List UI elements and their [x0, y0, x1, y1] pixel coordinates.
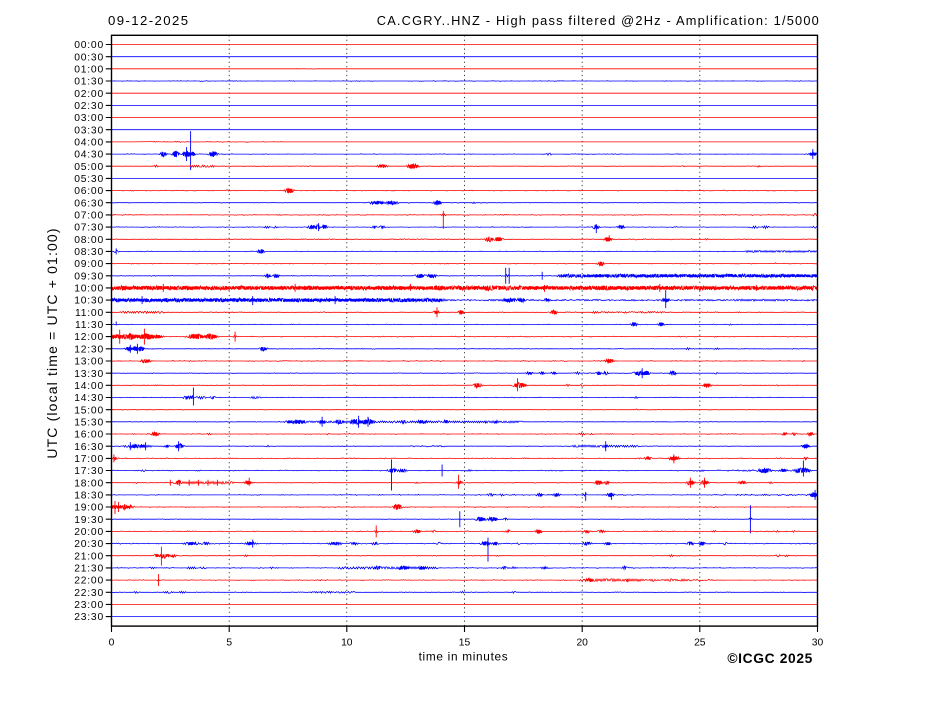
- svg-text:04:30: 04:30: [74, 150, 104, 161]
- svg-text:13:00: 13:00: [74, 357, 104, 368]
- svg-text:©ICGC 2025: ©ICGC 2025: [727, 651, 813, 666]
- svg-text:01:30: 01:30: [74, 77, 104, 88]
- svg-text:01:00: 01:00: [74, 64, 104, 75]
- svg-text:15:30: 15:30: [74, 417, 104, 428]
- svg-text:20:00: 20:00: [74, 527, 104, 538]
- svg-text:10: 10: [341, 638, 353, 649]
- svg-text:05:00: 05:00: [74, 162, 104, 173]
- svg-text:03:30: 03:30: [74, 125, 104, 136]
- svg-text:5: 5: [226, 638, 232, 649]
- svg-text:02:00: 02:00: [74, 89, 104, 100]
- svg-text:10:00: 10:00: [74, 284, 104, 295]
- svg-text:17:30: 17:30: [74, 466, 104, 477]
- svg-text:CA.CGRY..HNZ - High pass filte: CA.CGRY..HNZ - High pass filtered @2Hz -…: [377, 13, 820, 28]
- svg-text:12:00: 12:00: [74, 332, 104, 343]
- svg-text:12:30: 12:30: [74, 344, 104, 355]
- svg-text:17:00: 17:00: [74, 454, 104, 465]
- svg-text:14:30: 14:30: [74, 393, 104, 404]
- svg-text:22:30: 22:30: [74, 588, 104, 599]
- svg-text:22:00: 22:00: [74, 576, 104, 587]
- svg-text:21:00: 21:00: [74, 551, 104, 562]
- svg-text:11:30: 11:30: [75, 320, 104, 331]
- svg-text:19:00: 19:00: [74, 503, 104, 514]
- svg-text:16:00: 16:00: [74, 430, 104, 441]
- svg-text:05:30: 05:30: [74, 174, 104, 185]
- svg-text:08:00: 08:00: [74, 235, 104, 246]
- svg-text:15: 15: [459, 638, 471, 649]
- svg-text:18:30: 18:30: [74, 491, 104, 502]
- svg-text:23:30: 23:30: [74, 612, 104, 623]
- svg-text:03:00: 03:00: [74, 113, 104, 124]
- svg-text:18:00: 18:00: [74, 478, 104, 489]
- svg-text:23:00: 23:00: [74, 600, 104, 611]
- svg-text:00:00: 00:00: [74, 40, 104, 51]
- svg-text:09-12-2025: 09-12-2025: [108, 13, 189, 28]
- svg-text:0: 0: [109, 638, 115, 649]
- svg-text:11:00: 11:00: [75, 308, 104, 319]
- svg-text:00:30: 00:30: [74, 52, 104, 63]
- svg-text:25: 25: [694, 638, 706, 649]
- svg-text:13:30: 13:30: [74, 369, 104, 380]
- svg-text:time in minutes: time in minutes: [419, 650, 509, 664]
- svg-text:30: 30: [812, 638, 824, 649]
- svg-text:15:00: 15:00: [74, 405, 104, 416]
- svg-text:21:30: 21:30: [74, 564, 104, 575]
- svg-text:08:30: 08:30: [74, 247, 104, 258]
- svg-text:09:00: 09:00: [74, 259, 104, 270]
- svg-text:19:30: 19:30: [74, 515, 104, 526]
- svg-text:14:00: 14:00: [74, 381, 104, 392]
- svg-text:20:30: 20:30: [74, 539, 104, 550]
- svg-text:16:30: 16:30: [74, 442, 104, 453]
- svg-text:02:30: 02:30: [74, 101, 104, 112]
- svg-text:06:30: 06:30: [74, 198, 104, 209]
- svg-text:UTC (local time = UTC + 01:00): UTC (local time = UTC + 01:00): [44, 227, 60, 458]
- svg-text:10:30: 10:30: [74, 296, 104, 307]
- svg-text:07:00: 07:00: [74, 211, 104, 222]
- svg-text:04:00: 04:00: [74, 138, 104, 149]
- svg-text:09:30: 09:30: [74, 271, 104, 282]
- svg-text:07:30: 07:30: [74, 223, 104, 234]
- svg-text:06:00: 06:00: [74, 186, 104, 197]
- svg-text:20: 20: [576, 638, 588, 649]
